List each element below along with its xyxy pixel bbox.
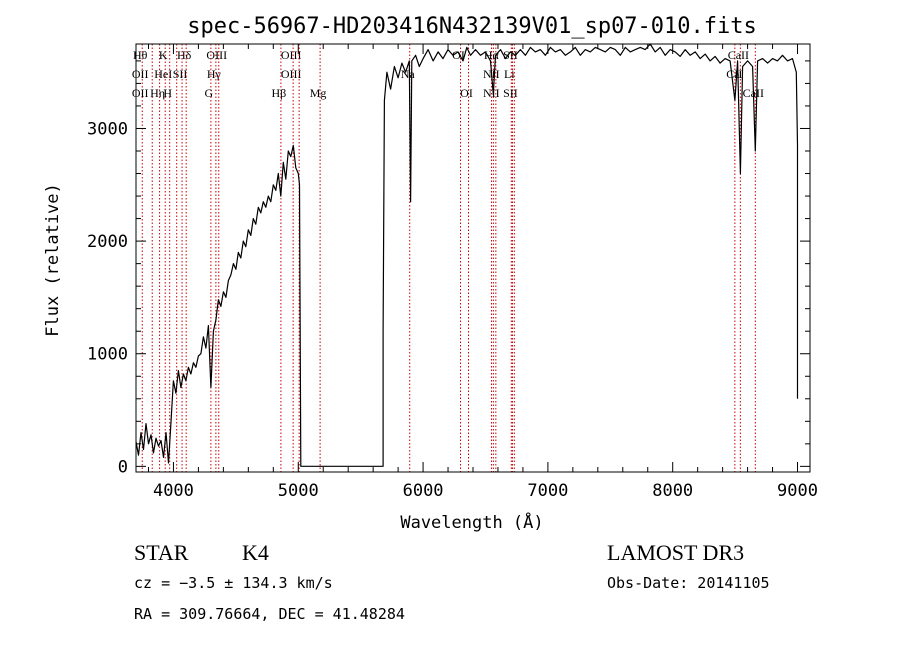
object-class: STAR (134, 540, 189, 565)
observation-date: Obs-Date: 20141105 (607, 574, 770, 592)
object-subclass: K4 (242, 540, 269, 565)
y-tick-label: 1000 (87, 345, 128, 365)
line-marker-label: NII (483, 86, 500, 100)
line-marker-label: OIII (206, 48, 227, 62)
x-tick-label: 7000 (527, 481, 568, 501)
redshift-cz: cz = −3.5 ± 134.3 km/s (134, 574, 333, 592)
x-tick-label: 9000 (777, 481, 818, 501)
line-marker-label: Hβ (272, 86, 287, 100)
line-marker-label: G (205, 86, 214, 100)
line-marker-label: Li (504, 67, 515, 81)
line-marker-label: Hη (150, 86, 165, 100)
y-tick-label: 3000 (87, 119, 128, 139)
x-tick-label: 8000 (652, 481, 693, 501)
y-axis-label: Flux (relative) (43, 183, 63, 337)
ra-dec-coordinates: RA = 309.76664, DEC = 41.48284 (134, 605, 405, 623)
line-marker-label: CaII (728, 48, 749, 62)
line-marker-label: Hγ (207, 67, 222, 81)
line-marker-label: OIII (281, 48, 302, 62)
line-marker-label: Mg (310, 86, 327, 100)
x-tick-label: 6000 (403, 481, 444, 501)
line-marker-label: K (159, 48, 168, 62)
line-marker-label: H (163, 86, 172, 100)
line-marker-label: SII (503, 86, 518, 100)
axes: 4000 5000 6000 7000 8000 9000 0 1000 2000 3000 (87, 43, 818, 501)
spectrum-series (135, 43, 799, 467)
y-tick-label: 0 (118, 457, 128, 477)
x-axis-label: Wavelength (Å) (400, 511, 543, 533)
y-tick-label: 2000 (87, 232, 128, 252)
line-marker-label: Hδ (177, 48, 192, 62)
survey-name: LAMOST DR3 (607, 540, 745, 565)
line-marker-label: OII (132, 86, 149, 100)
line-marker-label: Na (401, 67, 416, 81)
line-marker-label: HeI (154, 67, 172, 81)
line-marker-label: OIII (281, 67, 302, 81)
line-marker-label: Hα (484, 48, 500, 62)
line-marker-label: SII (173, 67, 188, 81)
line-marker-label: OI (460, 86, 473, 100)
line-marker-label: Hθ (133, 48, 148, 62)
chart-title: spec-56967-HD203416N432139V01_sp07-010.f… (187, 14, 757, 39)
line-marker-label: OII (132, 67, 149, 81)
x-tick-label: 4000 (153, 481, 194, 501)
x-tick-label: 5000 (278, 481, 319, 501)
spectrum-line (135, 43, 799, 467)
